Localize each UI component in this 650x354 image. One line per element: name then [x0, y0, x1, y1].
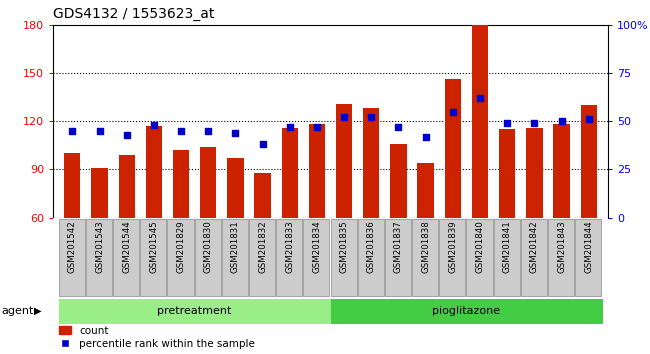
FancyBboxPatch shape [304, 219, 330, 296]
Bar [472, 25, 488, 218]
Text: pretreatment: pretreatment [157, 306, 232, 316]
Bar [254, 173, 271, 218]
FancyBboxPatch shape [113, 219, 139, 296]
Text: GSM201833: GSM201833 [285, 220, 294, 273]
Bar [309, 125, 325, 218]
Bar [227, 158, 244, 218]
FancyBboxPatch shape [222, 219, 248, 296]
Point [502, 120, 512, 126]
Point [257, 142, 268, 147]
Bar [281, 128, 298, 218]
Bar [336, 104, 352, 218]
Point [584, 116, 594, 122]
Text: GSM201829: GSM201829 [177, 220, 185, 273]
FancyBboxPatch shape [276, 219, 302, 296]
Point [230, 130, 240, 136]
Bar [363, 108, 380, 218]
FancyBboxPatch shape [358, 219, 384, 296]
Bar [417, 163, 434, 218]
Text: GSM201838: GSM201838 [421, 220, 430, 273]
Point [122, 132, 132, 138]
Bar [146, 126, 162, 218]
Text: GSM201843: GSM201843 [557, 220, 566, 273]
FancyBboxPatch shape [331, 219, 357, 296]
Point [203, 128, 213, 134]
FancyBboxPatch shape [493, 219, 520, 296]
Point [176, 128, 187, 134]
Text: pioglitazone: pioglitazone [432, 306, 500, 316]
FancyBboxPatch shape [467, 219, 493, 296]
FancyBboxPatch shape [521, 219, 547, 296]
Text: GSM201839: GSM201839 [448, 220, 458, 273]
FancyBboxPatch shape [439, 219, 465, 296]
Bar [331, 299, 603, 322]
Point [421, 134, 431, 139]
Point [529, 120, 539, 126]
Text: GDS4132 / 1553623_at: GDS4132 / 1553623_at [53, 7, 214, 21]
Bar [64, 153, 81, 218]
Bar [445, 79, 461, 218]
Text: GSM201830: GSM201830 [203, 220, 213, 273]
Text: agent: agent [1, 306, 34, 316]
Text: GSM201836: GSM201836 [367, 220, 376, 273]
Text: GSM201542: GSM201542 [68, 220, 77, 273]
Point [366, 115, 376, 120]
FancyBboxPatch shape [249, 219, 275, 296]
Point [67, 128, 77, 134]
Bar [92, 168, 108, 218]
Text: GSM201837: GSM201837 [394, 220, 403, 273]
Point [149, 122, 159, 128]
FancyBboxPatch shape [168, 219, 194, 296]
Point [474, 95, 485, 101]
Bar [390, 144, 407, 218]
Bar [499, 129, 515, 218]
FancyBboxPatch shape [575, 219, 601, 296]
Text: GSM201831: GSM201831 [231, 220, 240, 273]
Text: GSM201835: GSM201835 [339, 220, 348, 273]
FancyBboxPatch shape [86, 219, 112, 296]
Point [94, 128, 105, 134]
Bar [118, 155, 135, 218]
Bar [580, 105, 597, 218]
FancyBboxPatch shape [58, 219, 85, 296]
Point [556, 118, 567, 124]
Point [393, 124, 404, 130]
Text: GSM201840: GSM201840 [476, 220, 484, 273]
Bar [553, 125, 569, 218]
FancyBboxPatch shape [385, 219, 411, 296]
Text: GSM201844: GSM201844 [584, 220, 593, 273]
Text: GSM201544: GSM201544 [122, 220, 131, 273]
Text: GSM201842: GSM201842 [530, 220, 539, 273]
FancyBboxPatch shape [412, 219, 438, 296]
Point [339, 115, 349, 120]
FancyBboxPatch shape [548, 219, 574, 296]
FancyBboxPatch shape [140, 219, 166, 296]
Text: GSM201543: GSM201543 [95, 220, 104, 273]
Text: GSM201841: GSM201841 [502, 220, 512, 273]
Text: ▶: ▶ [34, 306, 42, 316]
FancyBboxPatch shape [194, 219, 221, 296]
Text: GSM201834: GSM201834 [313, 220, 322, 273]
Point [448, 109, 458, 114]
Bar [200, 147, 216, 218]
Point [312, 124, 322, 130]
Text: GSM201545: GSM201545 [150, 220, 159, 273]
Point [285, 124, 295, 130]
Bar [173, 150, 189, 218]
Bar [58, 299, 331, 322]
Legend: count, percentile rank within the sample: count, percentile rank within the sample [58, 326, 255, 349]
Bar [526, 128, 543, 218]
Text: GSM201832: GSM201832 [258, 220, 267, 273]
